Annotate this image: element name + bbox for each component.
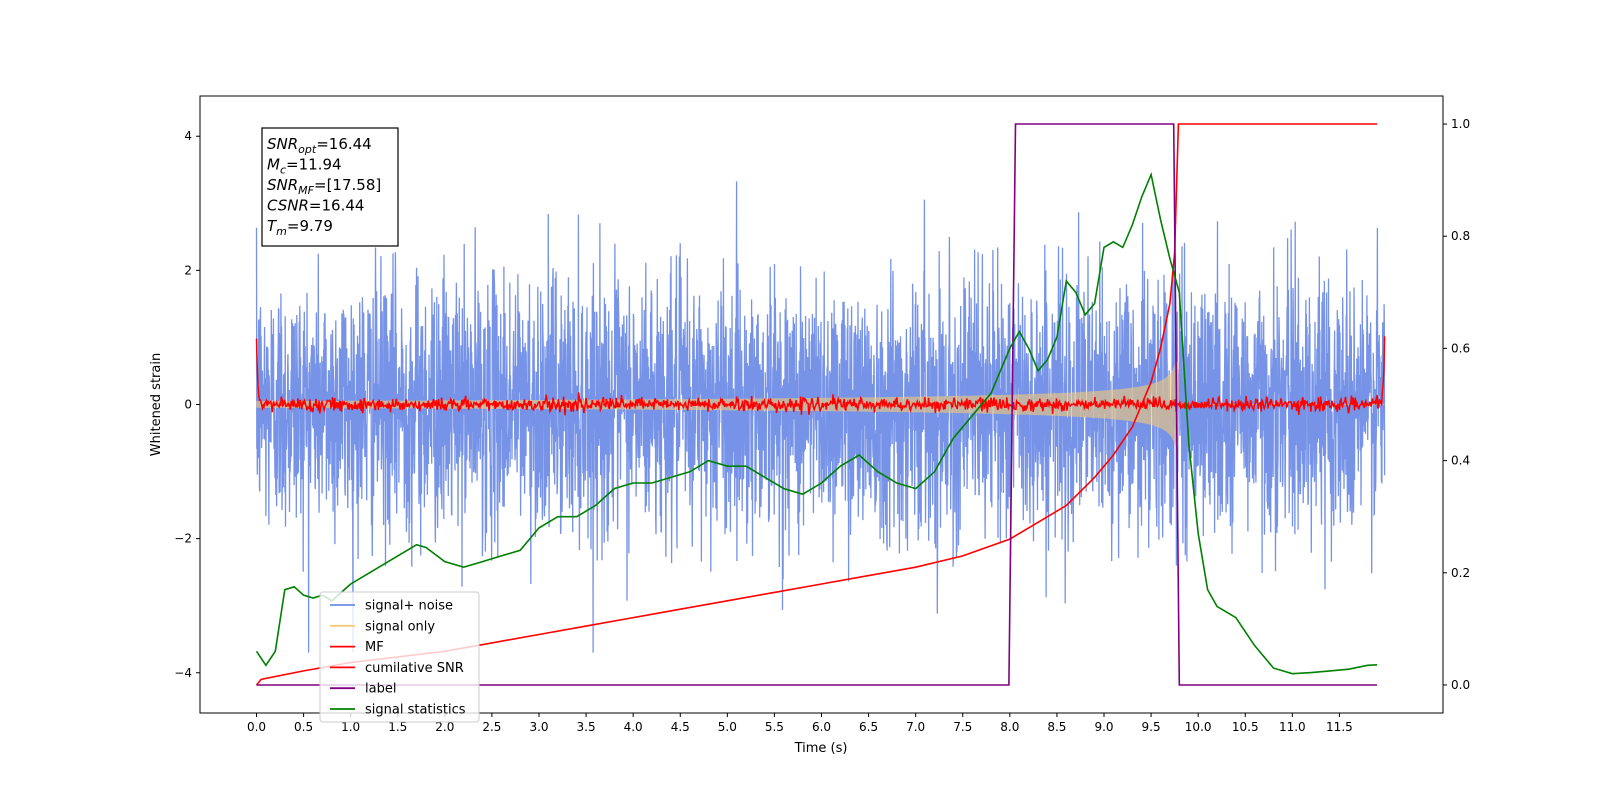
- y-tick-label: 4: [184, 129, 192, 143]
- x-tick-label: 8.0: [1000, 720, 1019, 734]
- x-tick-label: 5.5: [765, 720, 784, 734]
- x-tick-label: 0.0: [247, 720, 266, 734]
- x-tick-label: 4.5: [671, 720, 690, 734]
- axes: 0.0 0.5 1.0 1.5 2.0 2.5 3.0 3.5 4.0 4.5 5.0 5.5 6.0 6…: [174, 117, 1470, 734]
- annotation-frame: [261, 127, 399, 247]
- series-mf: [255, 336, 1386, 416]
- annotation-line: Tm=9.79: [267, 217, 333, 238]
- mf-line: [255, 336, 1386, 416]
- legend-entry: label: [365, 682, 396, 697]
- x-tick-label: 9.0: [1094, 720, 1113, 734]
- legend-entry: signal+ noise: [365, 599, 453, 614]
- x-tick-label: 7.5: [953, 720, 972, 734]
- y-tick-label: 0: [184, 398, 192, 412]
- x-tick-label: 5.0: [718, 720, 737, 734]
- x-tick-label: 9.5: [1142, 720, 1161, 734]
- y-tick-label: 2: [184, 263, 192, 277]
- y2-tick-label: 0.8: [1451, 229, 1470, 243]
- x-tick-label: 3.5: [577, 720, 596, 734]
- y2-tick-label: 0.2: [1451, 566, 1470, 580]
- legend-entry: MF: [365, 640, 384, 655]
- x-tick-label: 6.5: [859, 720, 878, 734]
- x-tick-label: 11.5: [1326, 720, 1353, 734]
- x-tick-label: 10.5: [1232, 720, 1259, 734]
- y-tick-label: −2: [174, 532, 192, 546]
- annotation-line: SNRMF=[17.58]: [267, 176, 381, 197]
- legend-frame: [319, 591, 480, 723]
- x-tick-label: 2.5: [482, 720, 501, 734]
- x-tick-label: 0.5: [294, 720, 313, 734]
- x-tick-label: 2.0: [435, 720, 454, 734]
- y2-tick-label: 0.4: [1451, 454, 1470, 468]
- y2-tick-label: 1.0: [1451, 117, 1470, 131]
- x-tick-label: 1.5: [388, 720, 407, 734]
- y-axis-label: Whitened strain: [149, 353, 164, 456]
- annotation-line: CSNR=16.44: [267, 197, 364, 215]
- x-tick-label: 8.5: [1047, 720, 1066, 734]
- line-label: [256, 123, 1378, 686]
- legend-entry: signal statistics: [365, 703, 466, 718]
- line-signal-statistics: [255, 171, 1378, 675]
- x-tick-label: 3.0: [529, 720, 548, 734]
- x-tick-label: 4.0: [624, 720, 643, 734]
- y2-tick-label: 0.0: [1451, 678, 1470, 692]
- annotation-box: SNRopt=16.44Mc=11.94SNRMF=[17.58]CSNR=16…: [261, 127, 399, 247]
- x-tick-label: 1.0: [341, 720, 360, 734]
- y2-tick-label: 0.6: [1451, 341, 1470, 355]
- legend-entry: cumilative SNR: [365, 661, 464, 676]
- annotation-line: SNRopt=16.44: [267, 135, 372, 156]
- x-tick-label: 10.0: [1185, 720, 1212, 734]
- x-tick-label: 6.0: [812, 720, 831, 734]
- y-tick-label: −4: [174, 666, 192, 680]
- legend-entry: signal only: [365, 619, 435, 634]
- x-tick-label: 11.0: [1279, 720, 1306, 734]
- legend: signal+ noise signal only MF cumilative SNR…: [319, 591, 480, 723]
- x-tick-label: 7.0: [906, 720, 925, 734]
- x-axis-label: Time (s): [794, 741, 848, 756]
- annotation-line: Mc=11.94: [267, 156, 342, 177]
